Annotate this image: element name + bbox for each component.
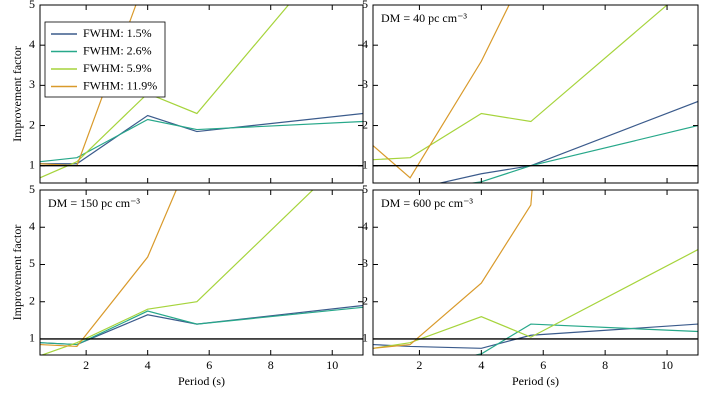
y-tick-label: 1 [362,157,368,171]
x-tick-label: 6 [206,358,212,372]
legend-label: FWHM: 2.6% [83,43,152,57]
y-tick-label: 1 [362,331,368,345]
plot-area [40,190,363,355]
axes-frame [372,189,699,356]
x-tick-label: 8 [602,358,608,372]
x-tick-label: 8 [268,358,274,372]
y-tick-label: 2 [29,293,35,307]
y-tick-label: 1 [29,331,35,345]
panel-title: DM = 150 pc cm⁻³ [48,196,140,210]
axes-frame [39,189,364,356]
series-line [40,190,314,355]
x-tick-label: 10 [326,358,338,372]
series-line [40,190,177,348]
series-line [40,118,363,163]
y-tick-label: 2 [362,293,368,307]
y-tick-label: 4 [362,37,368,51]
x-tick-label: 2 [416,358,422,372]
legend-label: FWHM: 1.5% [83,26,152,40]
x-tick-label: 4 [478,358,484,372]
series-line [40,112,363,165]
x-tick-label: 2 [83,358,89,372]
y-tick-label: 4 [362,219,368,233]
y-tick-label: 3 [29,77,35,91]
series-line [373,5,668,161]
legend-label: FWHM: 11.9% [83,78,157,92]
x-axis-label: Period (s) [178,374,225,388]
x-axis-label: Period (s) [512,374,559,388]
panel-title: DM = 600 pc cm⁻³ [381,196,473,210]
panel-title: DM = 40 pc cm⁻³ [381,11,467,25]
series-line [373,249,698,349]
x-tick-label: 6 [540,358,546,372]
y-tick-label: 5 [362,0,368,11]
x-tick-label: 10 [661,358,673,372]
axes-frame [39,4,364,184]
y-tick-label: 5 [29,0,35,11]
y-tick-label: 2 [362,117,368,131]
y-tick-label: 3 [362,256,368,270]
y-tick-label: 2 [29,117,35,131]
series-line [40,306,363,346]
legend: FWHM: 1.5% FWHM: 2.6% FWHM: 5.9% FWHM: 11.9… [44,21,166,98]
legend-label: FWHM: 5.9% [83,61,152,75]
series-line [437,100,698,183]
series-line [373,323,698,349]
y-tick-label: 5 [29,182,35,196]
axes-frame [372,4,699,184]
y-tick-label: 3 [362,77,368,91]
y-axis-label: Improvement factor [10,46,24,142]
y-tick-label: 4 [29,219,35,233]
plot-area [373,190,698,355]
series-line [373,5,510,179]
y-tick-label: 5 [29,256,35,270]
plot-area [373,5,698,183]
series-line [373,190,533,349]
y-tick-label: 1 [29,157,35,171]
x-tick-label: 4 [145,358,151,372]
y-tick-label: 5 [362,182,368,196]
y-axis-label: Improvement factor [10,225,24,321]
y-tick-label: 4 [29,37,35,51]
